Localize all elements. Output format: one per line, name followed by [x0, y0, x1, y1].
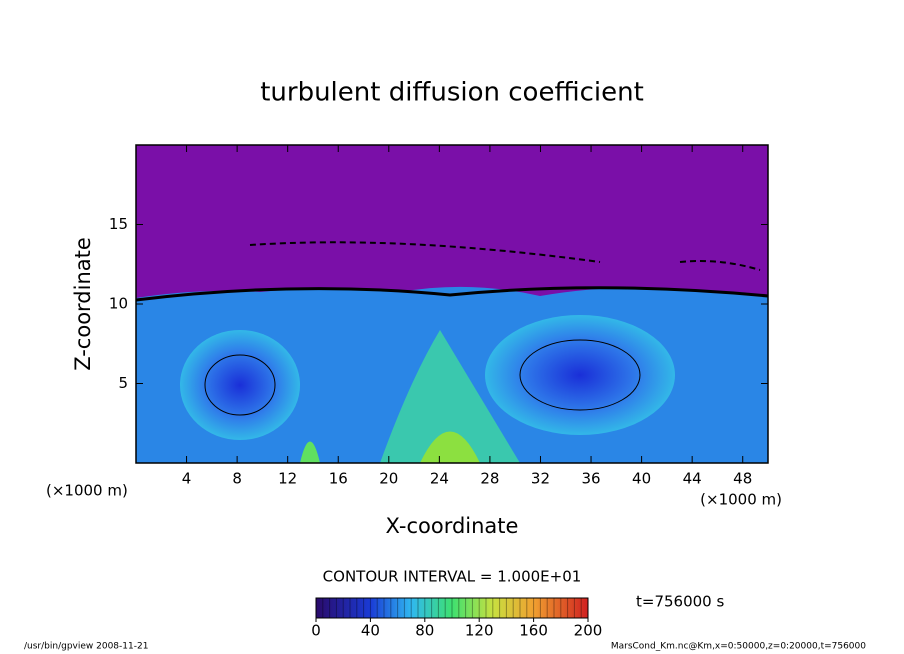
y-tick-label: 10: [109, 295, 128, 313]
colorbar-tick-label: 160: [519, 622, 548, 640]
colorbar-tick-label: 80: [415, 622, 434, 640]
contour-field: [135, 145, 769, 463]
y-tick-label: 15: [109, 215, 128, 233]
x-tick-label: 28: [480, 470, 499, 488]
y-axis-label: Z-coordinate: [71, 237, 95, 371]
x-tick-label: 40: [632, 470, 651, 488]
x-tick-label: 48: [733, 470, 752, 488]
x-tick-label: 20: [379, 470, 398, 488]
colorbar: [315, 597, 589, 619]
colorbar-tick-label: 40: [361, 622, 380, 640]
x-tick-label: 12: [278, 470, 297, 488]
y-tick-label: 5: [118, 374, 128, 392]
x-tick-label: 24: [430, 470, 449, 488]
chart-title: turbulent diffusion coefficient: [260, 78, 644, 108]
x-tick-label: 36: [581, 470, 600, 488]
colorbar-tick-label: 200: [574, 622, 603, 640]
x-tick-label: 4: [182, 470, 192, 488]
time-label: t=756000 s: [636, 593, 724, 611]
x-tick-label: 44: [683, 470, 702, 488]
footer-left: /usr/bin/gpview 2008-11-21: [24, 642, 148, 652]
contour-interval: CONTOUR INTERVAL = 1.000E+01: [323, 568, 582, 586]
x-tick-label: 32: [531, 470, 550, 488]
footer-right: MarsCond_Km.nc@Km,x=0:50000,z=0:20000,t=…: [611, 642, 866, 652]
y-unit: (×1000 m): [46, 482, 128, 500]
x-axis-label: X-coordinate: [386, 514, 519, 538]
x-tick-label: 16: [329, 470, 348, 488]
x-tick-label: 8: [232, 470, 242, 488]
colorbar-tick-label: 0: [311, 622, 321, 640]
x-unit: (×1000 m): [700, 491, 782, 509]
colorbar-tick-label: 120: [465, 622, 494, 640]
